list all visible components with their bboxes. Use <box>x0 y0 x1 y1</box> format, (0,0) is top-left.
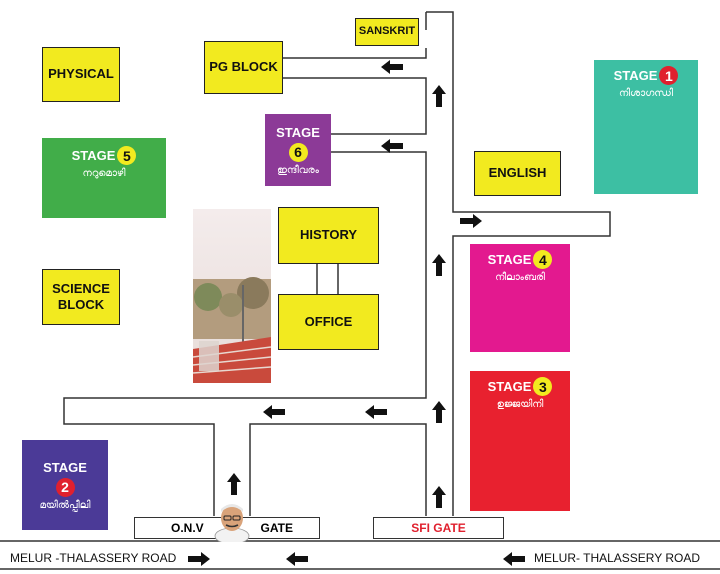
arrow-icon <box>503 552 525 566</box>
physical-label: PHYSICAL <box>48 66 114 82</box>
stage-2-title: STAGE <box>43 459 87 475</box>
stage-6-number-badge: 6 <box>288 142 308 162</box>
sanskrit-label: SANSKRIT <box>358 25 416 38</box>
stage-4: STAGE 4 നീലാംബരി <box>470 244 570 352</box>
arrow-icon <box>227 473 241 495</box>
stage-5-number-badge: 5 <box>117 146 137 165</box>
arrow-icon <box>432 486 446 508</box>
onv-portrait <box>214 504 250 542</box>
english-label: ENGLISH <box>488 165 547 181</box>
stage-6: STAGE 6 ഇന്ദീവരം <box>265 114 331 186</box>
stage-1-title: STAGE 1 <box>614 66 679 85</box>
arrow-icon <box>188 552 210 566</box>
stage-5: STAGE 5 നറുമൊഴി <box>42 138 166 218</box>
stage-2-number-badge: 2 <box>55 477 75 497</box>
arrow-icon <box>381 60 403 74</box>
stage-3-number-badge: 3 <box>533 377 553 396</box>
stage-6-title: STAGE <box>276 124 320 140</box>
arrow-icon <box>381 139 403 153</box>
pg-block-label: PG BLOCK <box>209 59 278 75</box>
arrow-icon <box>432 85 446 107</box>
office-block: OFFICE <box>278 294 379 350</box>
stage-6-name: ഇന്ദീവരം <box>277 164 319 176</box>
onv-gate-label-left: O.N.V <box>171 521 204 535</box>
amphitheatre-photo <box>193 209 271 383</box>
stage-4-number-badge: 4 <box>533 250 553 269</box>
arrow-icon <box>460 214 482 228</box>
stage-2: STAGE 2 മയിൽപ്പീലി <box>22 440 108 530</box>
onv-gate-label-right: GATE <box>260 521 293 535</box>
stage-2-name: മയിൽപ്പീലി <box>39 499 91 511</box>
stage-1-number-badge: 1 <box>659 66 679 85</box>
history-block: HISTORY <box>278 207 379 264</box>
history-label: HISTORY <box>299 227 358 243</box>
science-label-line1: SCIENCE <box>52 280 110 296</box>
pg-block: PG BLOCK <box>204 41 283 94</box>
office-label: OFFICE <box>304 313 353 329</box>
arrow-icon <box>365 405 387 419</box>
road-label-left: MELUR -THALASSERY ROAD <box>10 551 177 565</box>
stage-3-title: STAGE 3 <box>488 377 553 396</box>
stage-4-name: നീലാംബരി <box>495 272 545 283</box>
stage-5-title: STAGE 5 <box>72 146 137 165</box>
physical-block: PHYSICAL <box>42 47 120 102</box>
stage-1-name: നിശാഗന്ധി <box>619 88 673 99</box>
science-block: SCIENCE BLOCK <box>42 269 120 325</box>
arrow-icon <box>286 552 308 566</box>
arrow-icon <box>432 254 446 276</box>
sfi-gate-label: SFI GATE <box>411 521 466 535</box>
stage-1: STAGE 1 നിശാഗന്ധി <box>594 60 698 194</box>
stage-3-name: ഉജ്ജയിനി <box>496 399 544 410</box>
stage-5-name: നറുമൊഴി <box>82 168 126 179</box>
road-label-right: MELUR- THALASSERY ROAD <box>534 551 701 565</box>
sanskrit-block: SANSKRIT <box>355 18 419 46</box>
arrow-icon <box>432 401 446 423</box>
sfi-gate: SFI GATE <box>373 517 504 539</box>
stage-3: STAGE 3 ഉജ്ജയിനി <box>470 371 570 511</box>
arrow-icon <box>263 405 285 419</box>
english-block: ENGLISH <box>474 151 561 196</box>
science-label-line2: BLOCK <box>57 297 105 312</box>
stage-4-title: STAGE 4 <box>488 250 553 269</box>
